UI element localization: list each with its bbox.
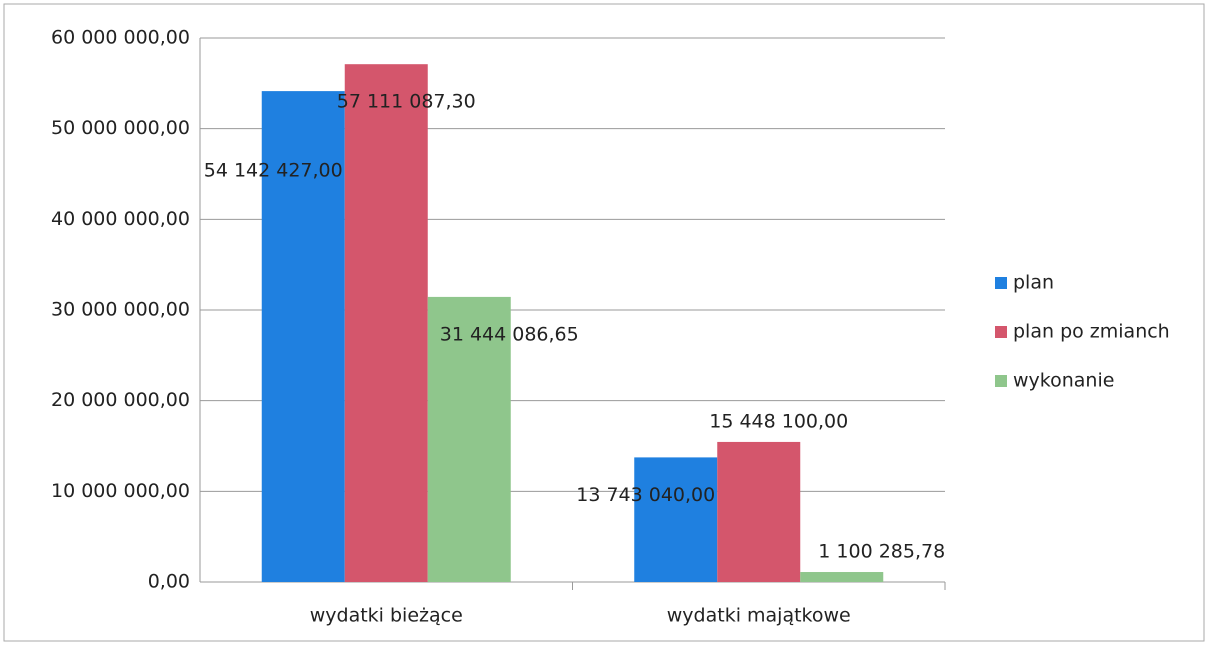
bar bbox=[427, 296, 511, 582]
data-label: 54 142 427,00 bbox=[204, 160, 343, 182]
bar bbox=[344, 64, 428, 582]
bar bbox=[261, 91, 345, 582]
y-tick-label: 10 000 000,00 bbox=[51, 480, 190, 502]
legend-swatch bbox=[995, 326, 1007, 338]
data-label: 57 111 087,30 bbox=[337, 91, 476, 113]
y-tick-label: 40 000 000,00 bbox=[51, 208, 190, 230]
legend-label: plan bbox=[1013, 272, 1054, 294]
bar bbox=[717, 441, 801, 582]
legend-label: plan po zmianch bbox=[1013, 321, 1170, 343]
legend-swatch bbox=[995, 277, 1007, 289]
x-tick-label: wydatki majątkowe bbox=[667, 605, 851, 627]
legend-label: wykonanie bbox=[1013, 370, 1114, 392]
y-tick-label: 0,00 bbox=[148, 571, 190, 593]
chart-frame bbox=[3, 3, 1205, 642]
data-label: 31 444 086,65 bbox=[440, 323, 579, 345]
data-label: 15 448 100,00 bbox=[709, 410, 848, 432]
data-label: 1 100 285,78 bbox=[818, 541, 945, 563]
y-tick-label: 60 000 000,00 bbox=[51, 27, 190, 49]
legend-swatch bbox=[995, 375, 1007, 387]
bar bbox=[634, 457, 718, 582]
bar bbox=[800, 572, 884, 582]
y-tick-label: 50 000 000,00 bbox=[51, 117, 190, 139]
data-label: 13 743 040,00 bbox=[576, 484, 715, 506]
y-tick-label: 30 000 000,00 bbox=[51, 299, 190, 321]
x-tick-label: wydatki bieżące bbox=[310, 605, 463, 627]
y-tick-label: 20 000 000,00 bbox=[51, 389, 190, 411]
